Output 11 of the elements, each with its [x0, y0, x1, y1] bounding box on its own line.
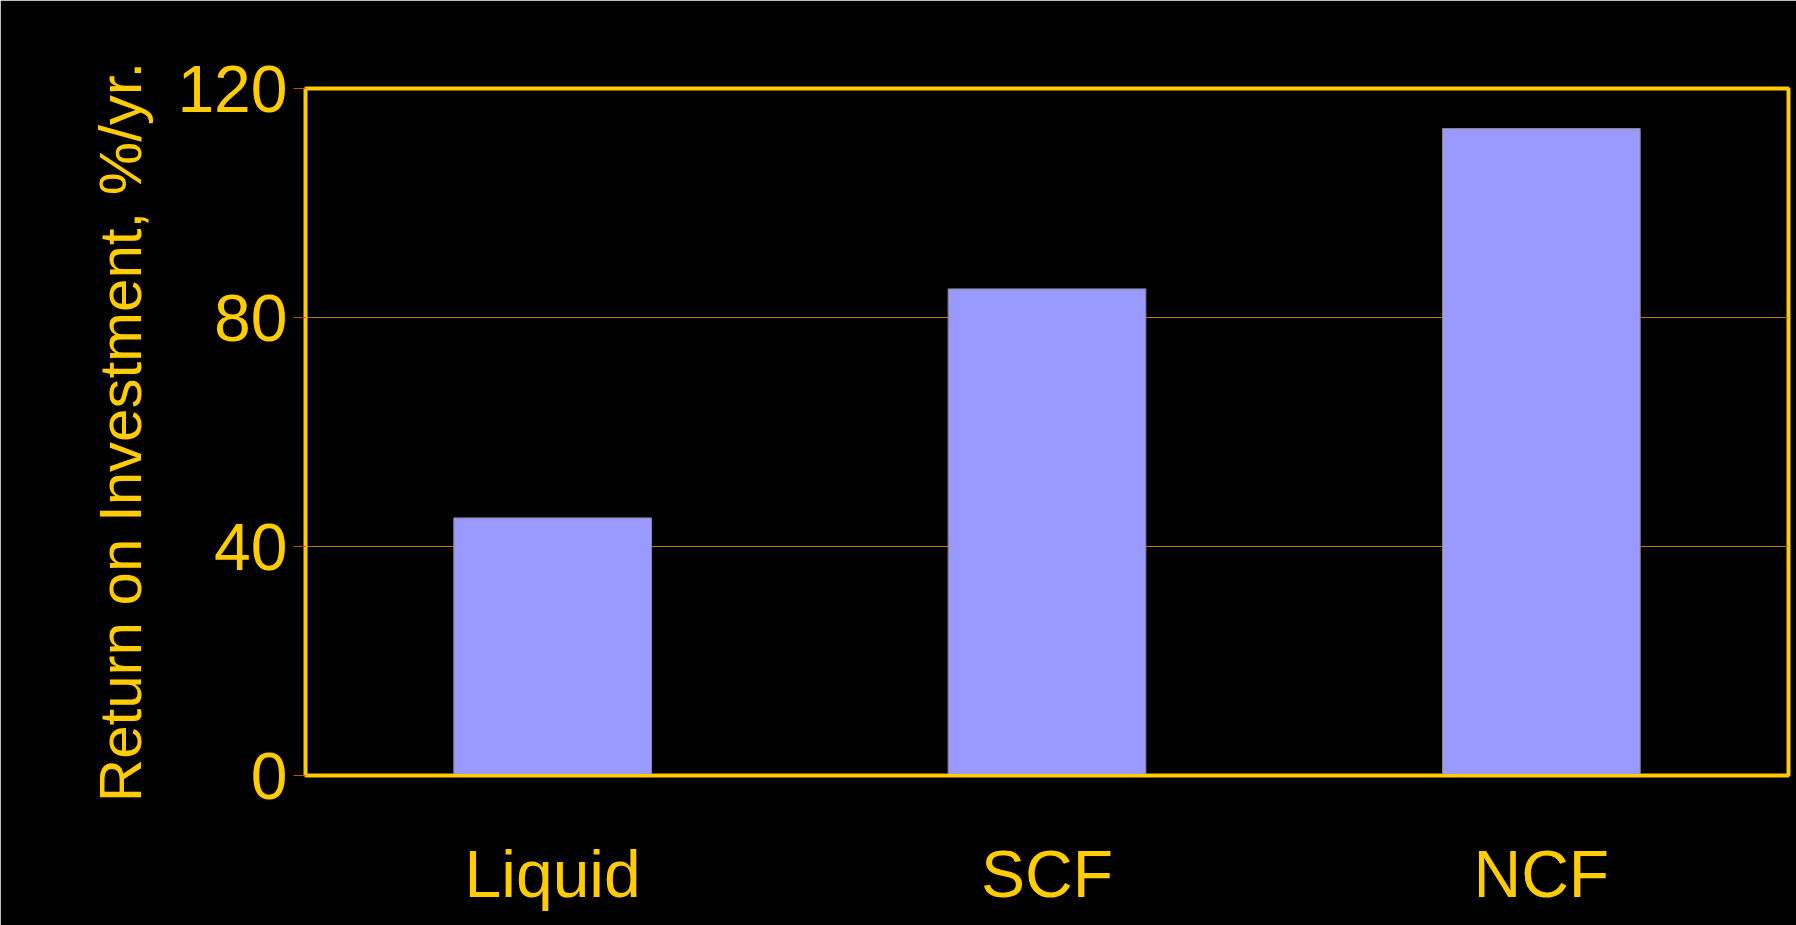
y-tick-label: 80 — [214, 280, 288, 355]
bar — [453, 517, 653, 776]
y-axis-title: Return on Investment, %/yr. — [87, 61, 155, 803]
x-tick-label: Liquid — [464, 836, 641, 911]
x-tick-label: NCF — [1473, 836, 1610, 911]
x-tick-label: SCF — [981, 836, 1113, 911]
y-tick-label: 120 — [177, 51, 288, 126]
y-tick-label: 40 — [214, 509, 288, 584]
bar — [947, 288, 1147, 776]
y-tick-label: 0 — [250, 738, 288, 813]
bar — [1441, 128, 1641, 776]
